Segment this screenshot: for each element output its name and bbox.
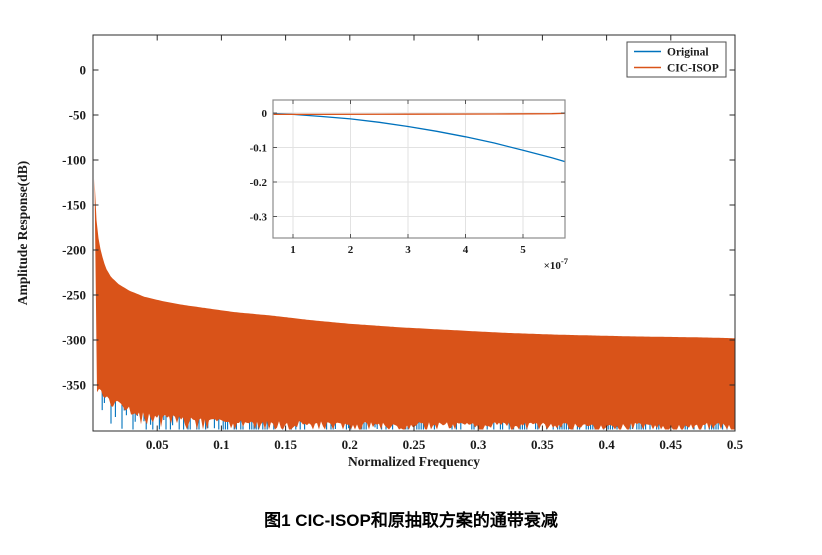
y-tick-label: -200 — [62, 243, 86, 258]
inset-cic-isop-curve — [272, 112, 566, 116]
inset-x-tick-label: 5 — [520, 244, 526, 256]
figure-plot: Normalized Frequency Amplitude Response(… — [15, 34, 744, 469]
x-tick-label: 0.05 — [146, 437, 169, 452]
inset-y-tick-label: 0 — [262, 108, 268, 120]
x-axis-label: Normalized Frequency — [348, 454, 480, 469]
inset-axes-box — [272, 99, 566, 239]
x-tick-label: 0.3 — [470, 437, 487, 452]
inset-background — [273, 100, 565, 238]
figure-caption: 图1 CIC-ISOP和原抽取方案的通带衰减 — [264, 511, 558, 530]
x-tick-label: 0.2 — [342, 437, 358, 452]
plot-canvas: Normalized Frequency Amplitude Response(… — [15, 34, 744, 469]
inset-y-tick-label: -0.3 — [250, 212, 268, 224]
inset-x-tick-label: 1 — [290, 244, 296, 256]
y-tick-label: -350 — [62, 378, 86, 393]
y-tick-label: 0 — [80, 63, 87, 78]
inset-x-tick-label: 3 — [405, 244, 411, 256]
cic-isop-region — [94, 178, 735, 430]
legend-item-label: Original — [667, 47, 709, 59]
y-tick-label: -100 — [62, 153, 86, 168]
legend-item-label: CIC-ISOP — [667, 63, 719, 75]
inset-y-tick-label: -0.2 — [250, 177, 268, 189]
y-tick-label: -300 — [62, 333, 86, 348]
y-tick-label: -150 — [62, 198, 86, 213]
x-tick-label: 0.35 — [531, 437, 554, 452]
x-tick-label: 0.15 — [274, 437, 297, 452]
inset-scale-label: ×10-7 — [544, 256, 569, 272]
x-tick-label: 0.5 — [727, 437, 744, 452]
legend-box — [626, 41, 727, 78]
y-tick-label: -50 — [69, 108, 86, 123]
inset-y-tick-label: -0.1 — [250, 143, 267, 155]
x-tick-label: 0.45 — [659, 437, 682, 452]
y-axis-label: Amplitude Response(dB) — [15, 161, 30, 305]
inset-x-tick-label: 2 — [348, 244, 354, 256]
y-tick-label: -250 — [62, 288, 86, 303]
x-tick-label: 0.4 — [598, 437, 615, 452]
inset-original-curve — [272, 113, 566, 163]
inset-x-tick-label: 4 — [463, 244, 469, 256]
x-tick-label: 0.1 — [213, 437, 229, 452]
x-tick-label: 0.25 — [403, 437, 426, 452]
